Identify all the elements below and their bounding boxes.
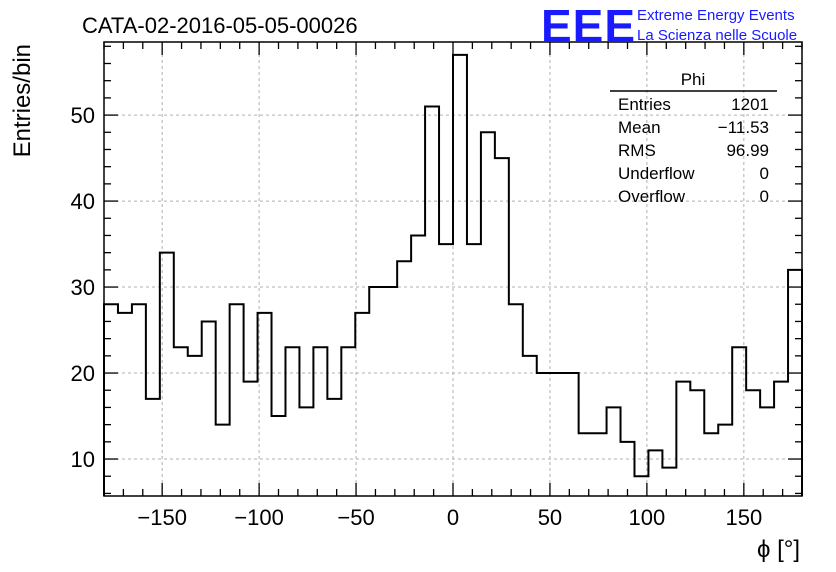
histogram-bin	[537, 373, 551, 496]
y-tick-labels: 10 20 30 40 50	[71, 103, 95, 472]
chart-title: CATA-02-2016-05-05-00026	[82, 13, 358, 38]
histogram-bin	[704, 433, 718, 496]
histogram-bin	[453, 55, 467, 496]
stats-label-overflow: Overflow	[618, 187, 686, 206]
histogram-bin	[439, 244, 453, 496]
y-tick-label: 10	[71, 447, 95, 472]
histogram-bin	[397, 261, 411, 496]
histogram-bin	[509, 304, 523, 496]
histogram-bin	[369, 287, 383, 496]
logo-line-1: Extreme Energy Events	[637, 7, 795, 24]
histogram-bin	[523, 356, 537, 496]
histogram-bin	[188, 356, 202, 496]
histogram-bin	[593, 433, 607, 496]
histogram-bin	[299, 407, 313, 496]
stats-value-underflow: 0	[760, 164, 769, 183]
x-tick-label: −50	[337, 505, 374, 530]
x-tick-label: 100	[629, 505, 666, 530]
histogram-bin	[565, 373, 579, 496]
y-tick-label: 20	[71, 361, 95, 386]
histogram-bin	[760, 407, 774, 496]
logo-mark: EEE	[541, 0, 636, 52]
y-tick-label: 50	[71, 103, 95, 128]
x-tick-label: −150	[137, 505, 187, 530]
histogram-bin	[216, 425, 230, 496]
histogram-bin	[160, 253, 174, 496]
histogram-bin	[341, 347, 355, 496]
stats-label-underflow: Underflow	[618, 164, 695, 183]
histogram-bin	[411, 235, 425, 496]
histogram-bin	[383, 287, 397, 496]
x-tick-label: 150	[725, 505, 762, 530]
logo-line-2: La Scienza nelle Scuole	[637, 27, 797, 44]
stats-value-rms: 96.99	[726, 141, 769, 160]
histogram-bin	[118, 313, 132, 496]
histogram-bin	[355, 313, 369, 496]
y-axis-title: Entries/bin	[9, 44, 36, 157]
histogram-bin	[579, 433, 593, 496]
x-tick-label: 0	[447, 505, 459, 530]
stats-value-entries: 1201	[731, 95, 769, 114]
histogram-bin	[258, 313, 272, 496]
histogram-bin	[495, 158, 509, 496]
histogram-bin	[662, 468, 676, 496]
histogram-bin	[272, 416, 286, 496]
histogram-bin	[746, 390, 760, 496]
histogram-bin	[285, 347, 299, 496]
histogram-bin	[467, 244, 481, 496]
axis-ticks	[103, 42, 803, 496]
histogram-bin	[621, 442, 635, 496]
stats-value-mean: −11.53	[718, 118, 769, 137]
eee-logo: EEE Extreme Energy Events La Scienza nel…	[541, 0, 797, 52]
histogram-bin	[104, 304, 118, 496]
stats-value-overflow: 0	[760, 187, 769, 206]
histogram-outline	[103, 53, 803, 496]
stats-name: Phi	[681, 70, 706, 89]
histogram-bin	[327, 399, 341, 496]
x-tick-labels: −150 −100 −50 0 50 100 150	[137, 505, 762, 530]
stats-label-rms: RMS	[618, 141, 656, 160]
histogram-bin	[146, 399, 160, 496]
histogram-bin	[690, 390, 704, 496]
stats-label-mean: Mean	[618, 118, 661, 137]
histogram-bin	[313, 347, 327, 496]
histogram-bin	[732, 347, 746, 496]
histogram-bin	[202, 321, 216, 496]
histogram-bin	[174, 347, 188, 496]
x-tick-label: −100	[234, 505, 284, 530]
histogram-bin	[425, 106, 439, 496]
histogram-bin	[132, 304, 146, 496]
histogram-bin	[648, 450, 662, 496]
histogram-bin	[551, 373, 565, 496]
stats-box: Phi Entries 1201 Mean −11.53 RMS 96.99 U…	[610, 70, 777, 206]
histogram-bin	[607, 407, 621, 496]
x-tick-label: 50	[538, 505, 562, 530]
histogram-bin	[244, 382, 258, 496]
y-tick-label: 30	[71, 275, 95, 300]
histogram-bin	[481, 132, 495, 496]
histogram-bin	[230, 304, 244, 496]
histogram-bin	[676, 382, 690, 496]
histogram-bin	[774, 382, 788, 496]
y-tick-label: 40	[71, 189, 95, 214]
histogram-bin	[718, 425, 732, 496]
x-axis-title: ϕ [°]	[757, 536, 800, 563]
stats-label-entries: Entries	[618, 95, 671, 114]
histogram-bins	[103, 53, 803, 496]
